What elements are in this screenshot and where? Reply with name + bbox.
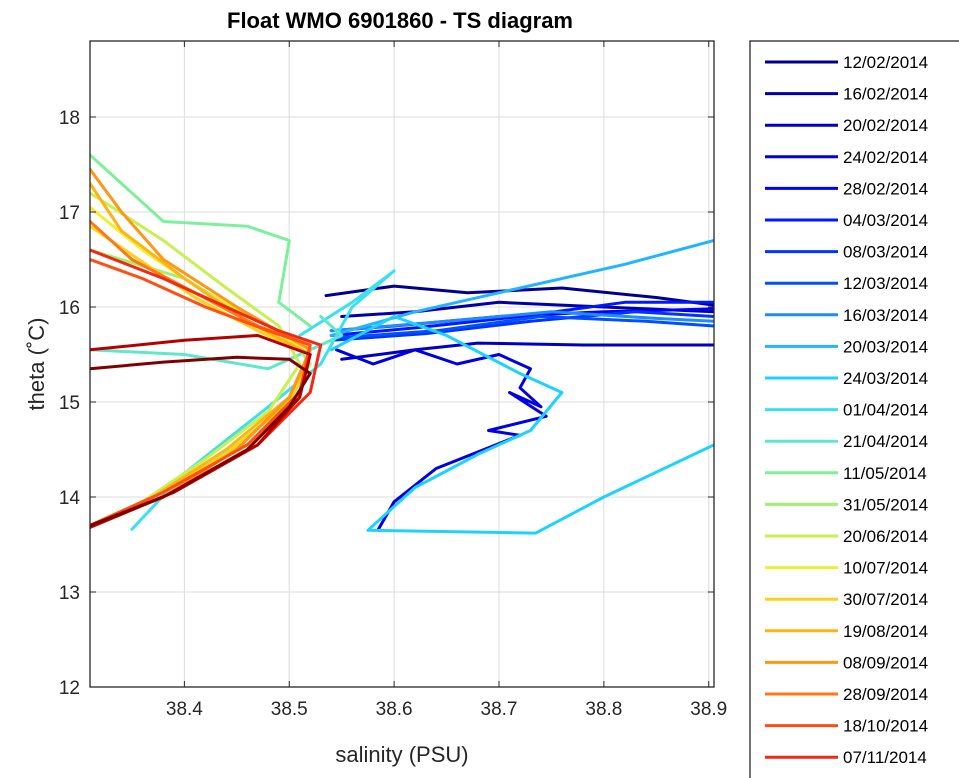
series-line-24	[90, 355, 312, 527]
legend-label: 07/11/2014	[843, 748, 927, 767]
legend-label: 28/02/2014	[843, 179, 928, 198]
x-tick-label: 38.7	[481, 699, 518, 720]
x-tick-label: 38.5	[271, 699, 308, 720]
legend-label: 12/03/2014	[843, 274, 928, 293]
legend-label: 12/02/2014	[843, 53, 928, 72]
legend-label: 11/05/2014	[843, 464, 927, 483]
legend-label: 10/07/2014	[843, 559, 928, 578]
y-tick-label: 13	[59, 583, 80, 604]
x-tick-label: 38.4	[166, 699, 203, 720]
y-tick-label: 12	[59, 678, 80, 699]
x-axis-label: salinity (PSU)	[335, 742, 468, 767]
y-tick-label: 18	[59, 108, 80, 129]
legend-label: 20/06/2014	[843, 527, 928, 546]
y-axis-label: theta (˚C)	[24, 318, 49, 411]
x-tick-label: 38.8	[585, 699, 622, 720]
legend-label: 01/04/2014	[843, 401, 928, 420]
plot-area	[90, 41, 714, 687]
legend-label: 28/09/2014	[843, 685, 928, 704]
series-line-8	[329, 310, 714, 333]
series-line-13	[90, 153, 312, 328]
y-tick-label: 15	[59, 393, 80, 414]
series-line-2	[340, 341, 714, 361]
y-tick-label: 17	[59, 203, 80, 224]
legend-label: 21/04/2014	[843, 432, 928, 451]
series-line-7	[340, 315, 714, 339]
legend-label: 31/05/2014	[843, 495, 928, 514]
legend: 12/02/2014 16/02/2014 20/02/2014 24/02/2014…	[765, 53, 928, 767]
series-line-6	[329, 310, 714, 342]
legend-label: 16/03/2014	[843, 306, 928, 325]
legend-label: 30/07/2014	[843, 590, 928, 609]
series-line-10	[329, 315, 714, 535]
series-line-15	[90, 191, 302, 529]
series-line-21	[90, 258, 312, 527]
legend-label: 04/03/2014	[843, 211, 928, 230]
axis-ticks: 38.4 38.5 38.6 38.7 38.8 38.9 12 13 14 15 16 17 18	[59, 41, 727, 720]
x-tick-label: 38.6	[376, 699, 413, 720]
y-tick-label: 16	[59, 298, 80, 319]
series-line-1	[340, 300, 714, 318]
series-line-5	[329, 300, 714, 337]
x-tick-label: 38.9	[690, 699, 727, 720]
legend-label: 20/02/2014	[843, 116, 928, 135]
grid	[90, 41, 714, 688]
legend-label: 19/08/2014	[843, 622, 928, 641]
legend-label: 20/03/2014	[843, 337, 928, 356]
y-tick-label: 14	[59, 488, 81, 509]
legend-label: 08/03/2014	[843, 243, 928, 262]
series-line-3	[335, 348, 548, 531]
plot-frame	[89, 40, 715, 688]
series-lines	[90, 153, 714, 535]
legend-label: 08/09/2014	[843, 653, 928, 672]
legend-label: 16/02/2014	[843, 85, 928, 104]
legend-label: 24/03/2014	[843, 369, 928, 388]
chart-title: Float WMO 6901860 - TS diagram	[227, 8, 573, 33]
legend-label: 24/02/2014	[843, 148, 928, 167]
legend-label: 18/10/2014	[843, 717, 928, 736]
